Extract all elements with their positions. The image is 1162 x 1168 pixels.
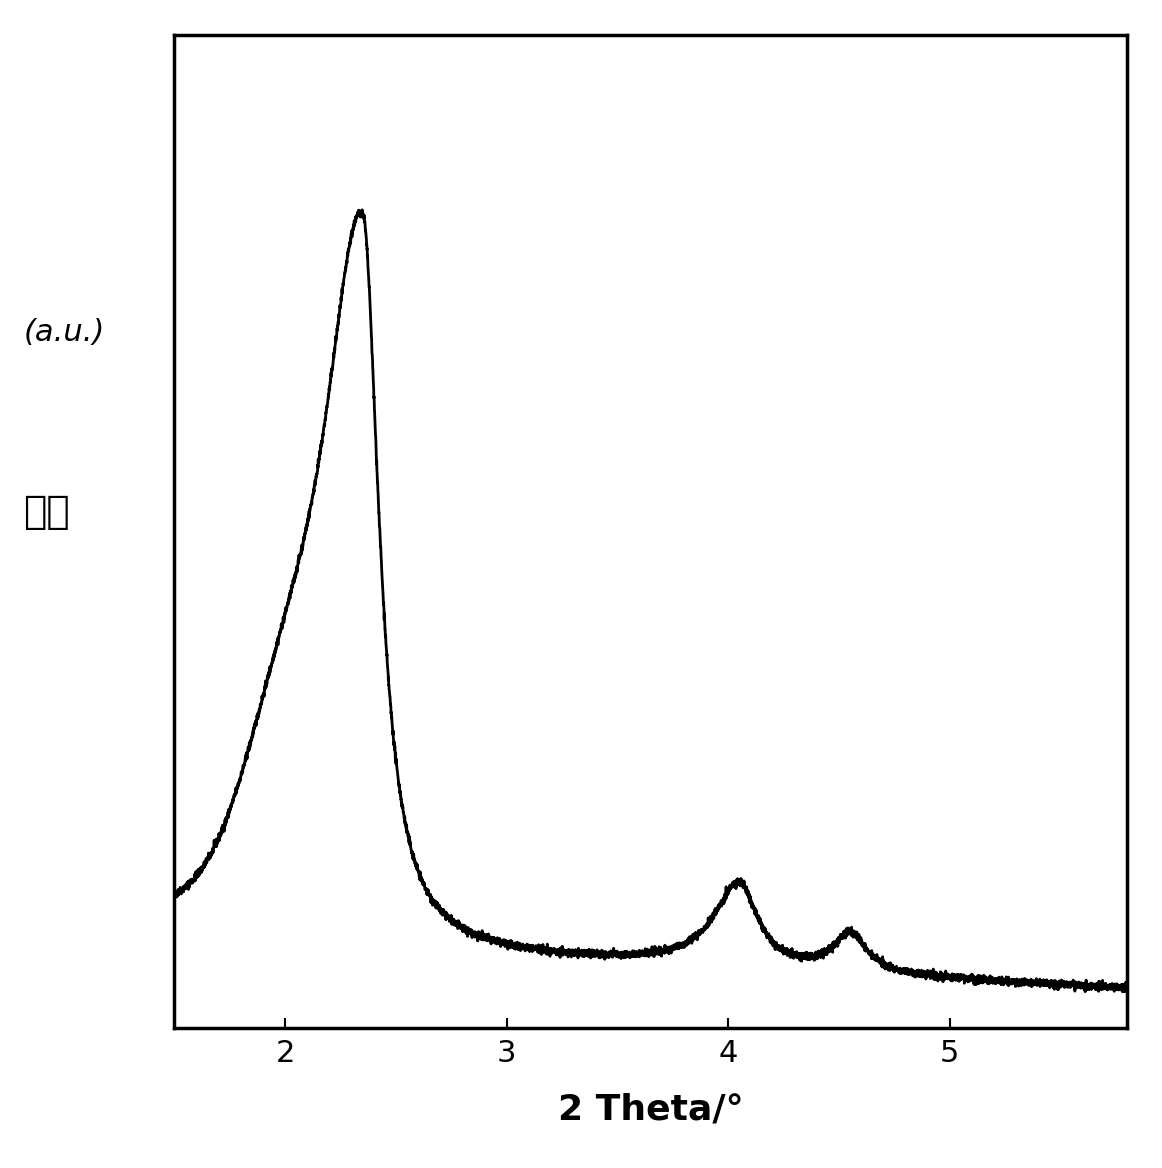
X-axis label: 2 Theta/°: 2 Theta/°: [558, 1093, 744, 1127]
Text: 强度: 强度: [23, 493, 70, 530]
Text: (a.u.): (a.u.): [23, 319, 105, 347]
